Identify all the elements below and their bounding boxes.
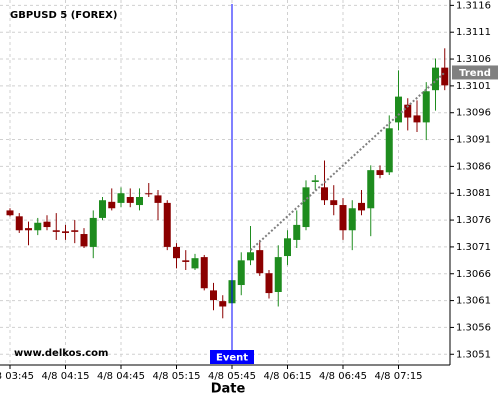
candle-body [385,128,393,173]
y-tick-label: 1.3071 [456,242,491,253]
y-tick-label: 1.3091 [456,135,491,146]
x-tick-label: 4/8 04:15 [41,371,89,382]
candle-body [173,246,180,259]
candle-body [108,201,116,209]
event-label-box [210,350,254,364]
candle-body [15,216,23,231]
trend-label-box [452,65,498,80]
candle-body [395,96,402,123]
y-tick-label: 1.3076 [456,215,491,226]
candle-body [265,273,273,294]
y-tick-label: 1.3081 [456,188,491,199]
y-tick-label: 1.3116 [456,0,491,11]
y-tick-label: 1.3101 [456,81,491,92]
candle-body [432,67,439,91]
candle-body [200,257,208,289]
y-tick-label: 1.3096 [456,108,491,119]
candle-body [80,234,88,247]
candle-body [358,202,365,211]
candle-body [376,170,384,175]
y-tick-label: 1.3106 [456,54,491,65]
y-tick-label: 1.3111 [456,27,491,38]
candle-body [274,257,282,292]
candle-body [182,260,190,262]
candle-body [348,208,356,231]
x-tick-label: 4/8 06:45 [319,371,367,382]
candle-body [441,67,449,86]
candle-body [43,221,51,228]
overlays: Event Trend [210,4,498,364]
trend-label: Trend [459,68,491,79]
x-tick-label: 4/8 05:15 [152,371,200,382]
candle-body [339,205,347,231]
candle-body [34,222,42,231]
x-tick-label: 4/8 05:45 [208,371,256,382]
candle-body [330,200,338,206]
y-tick-label: 1.3056 [456,322,491,333]
candle-body [422,91,430,123]
candle-body [256,250,264,274]
x-tick-label: 4/8 07:15 [374,371,422,382]
candle-body [52,230,60,232]
candle-body [302,187,310,228]
candle-body [219,301,227,307]
candle-body [191,258,199,269]
candle-body [89,217,97,247]
candle-body [25,228,32,231]
candle-body [163,202,171,247]
y-tick-label: 1.3051 [456,349,491,360]
candle-body [367,170,375,209]
candle-body [99,200,106,218]
watermark: www.delkos.com [14,348,108,359]
y-tick-label: 1.3061 [456,296,491,307]
candle-body [321,187,328,201]
x-axis-label: Date [211,382,246,397]
x-tick-label: 4/8 04:45 [97,371,145,382]
candle-body [237,260,245,286]
y-tick-label: 1.3066 [456,269,491,280]
x-tick-label: 4/8 03:45 [0,371,34,382]
candle-body [210,290,217,301]
candle-body [136,196,143,206]
candle-body [71,230,79,232]
y-tick-label: 1.3086 [456,161,491,172]
candle-body [62,231,69,233]
candle-body [154,195,162,203]
chart-title: GBPUSD 5 (FOREX) [10,10,117,21]
candle-body [126,196,134,203]
candle-body [6,210,14,216]
candle-body [145,193,153,195]
candle-body [117,193,125,203]
candle-body [293,224,301,240]
candle-body [311,180,319,182]
candle-body [413,115,421,123]
candle-body [284,238,291,257]
candle-body [404,104,412,118]
candle-body [247,252,254,261]
x-tick-label: 4/8 06:15 [263,371,311,382]
event-label: Event [216,353,248,364]
